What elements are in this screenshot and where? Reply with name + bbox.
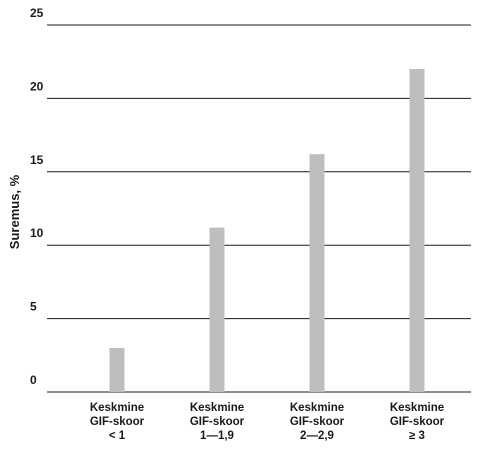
bar-2 [209,227,225,392]
x-tick-label: GIF-skoor [390,416,445,428]
x-tick-label: Keskmine [390,402,444,414]
bar-3 [309,154,325,392]
bar-1 [109,347,125,392]
bar-4 [409,69,425,392]
x-tick-label: ≥ 3 [409,430,425,442]
bars [109,69,425,392]
x-tick-label: GIF-skoor [290,416,345,428]
y-tick-label: 5 [30,300,37,314]
gridlines [47,24,471,393]
y-tick-label: 25 [30,6,44,20]
x-tick-label: 2—2,9 [300,430,334,442]
x-tick-label: 1—1,9 [200,430,234,442]
x-tick-label: Keskmine [90,402,144,414]
y-tick-label: 20 [30,79,44,93]
y-axis-label: Suremus, % [7,174,22,249]
y-tick-label: 15 [30,153,44,167]
y-tick-label: 0 [30,373,37,387]
y-tick-label: 10 [30,226,44,240]
y-tick-labels: 0 5 10 15 20 25 [30,6,44,387]
x-tick-label: GIF-skoor [190,416,245,428]
x-tick-label: < 1 [109,430,126,442]
x-tick-label: Keskmine [190,402,244,414]
x-tick-label: GIF-skoor [90,416,145,428]
x-tick-label: Keskmine [290,402,344,414]
x-tick-labels: Keskmine GIF-skoor < 1 Keskmine GIF-skoor 1—1… [90,402,445,442]
